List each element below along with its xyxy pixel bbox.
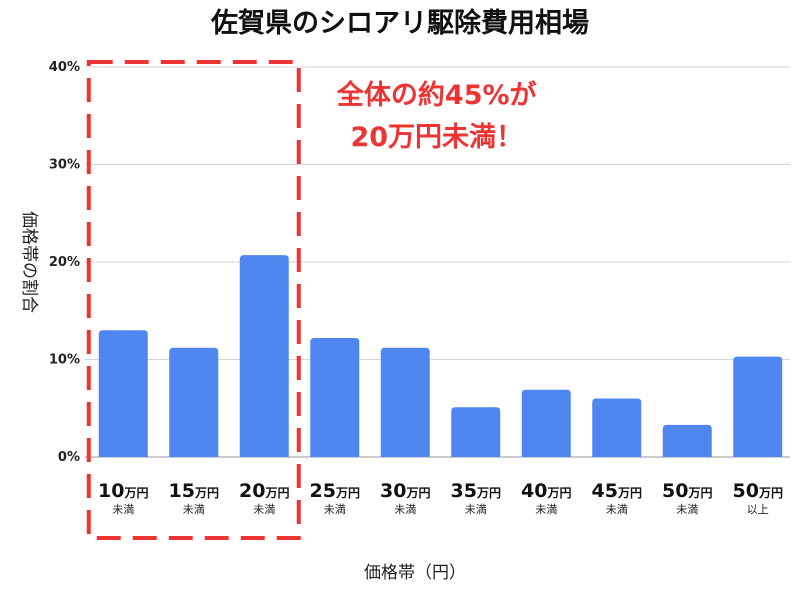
highlight-box [86,60,301,540]
chart-title: 佐賀県のシロアリ駆除費用相場 [210,7,589,39]
x-tick-sublabel: 未満 [535,503,557,516]
bar [380,347,430,457]
x-tick-sublabel: 未満 [676,503,698,516]
y-tick-label: 40% [49,60,80,75]
x-tick-label: 35万円 [451,480,501,502]
bar [310,338,360,457]
bar [662,424,712,457]
y-tick-labels: 0% 10% 20% 30% 40% [49,60,80,465]
annotation-line: 20万円未満！ [350,122,523,153]
x-tick-label: 50万円 [662,480,712,502]
annotation-line: 全体の約45%が [336,79,537,111]
x-tick-label: 20万円 [239,480,289,502]
x-tick-sublabel: 未満 [112,503,134,516]
bar [98,330,148,457]
y-axis-label: 価格帯の割合 [19,211,39,313]
x-axis-label: 価格帯（円） [364,563,466,583]
bar [451,407,501,457]
y-tick-label: 20% [49,255,80,270]
x-tick-sublabel: 未満 [606,503,628,516]
bars [98,255,783,457]
x-tick-sublabel: 未満 [465,503,487,516]
bar [733,356,783,457]
highlight-annotation: 全体の約45%が 20万円未満！ [336,79,537,153]
x-tick-sublabel: 未満 [324,503,346,516]
x-tick-label: 10万円 [98,480,148,502]
x-tick-label: 40万円 [521,480,571,502]
y-tick-label: 30% [49,158,80,173]
bar [169,347,219,457]
x-tick-labels: 10万円未満15万円未満20万円未満25万円未満30万円未満35万円未満40万円… [98,480,783,516]
x-tick-sublabel: 未満 [253,503,275,516]
y-tick-label: 0% [58,450,80,465]
x-tick-sublabel: 未満 [394,503,416,516]
x-tick-sublabel: 未満 [183,503,205,516]
x-tick-label: 25万円 [310,480,360,502]
x-tick-sublabel: 以上 [747,503,769,516]
bar [239,255,289,457]
x-tick-label: 30万円 [380,480,430,502]
y-tick-label: 10% [49,353,80,368]
bar [592,398,642,457]
x-tick-label: 45万円 [592,480,642,502]
x-tick-label: 50万円 [733,480,783,502]
x-tick-label: 15万円 [169,480,219,502]
bar [521,389,571,457]
